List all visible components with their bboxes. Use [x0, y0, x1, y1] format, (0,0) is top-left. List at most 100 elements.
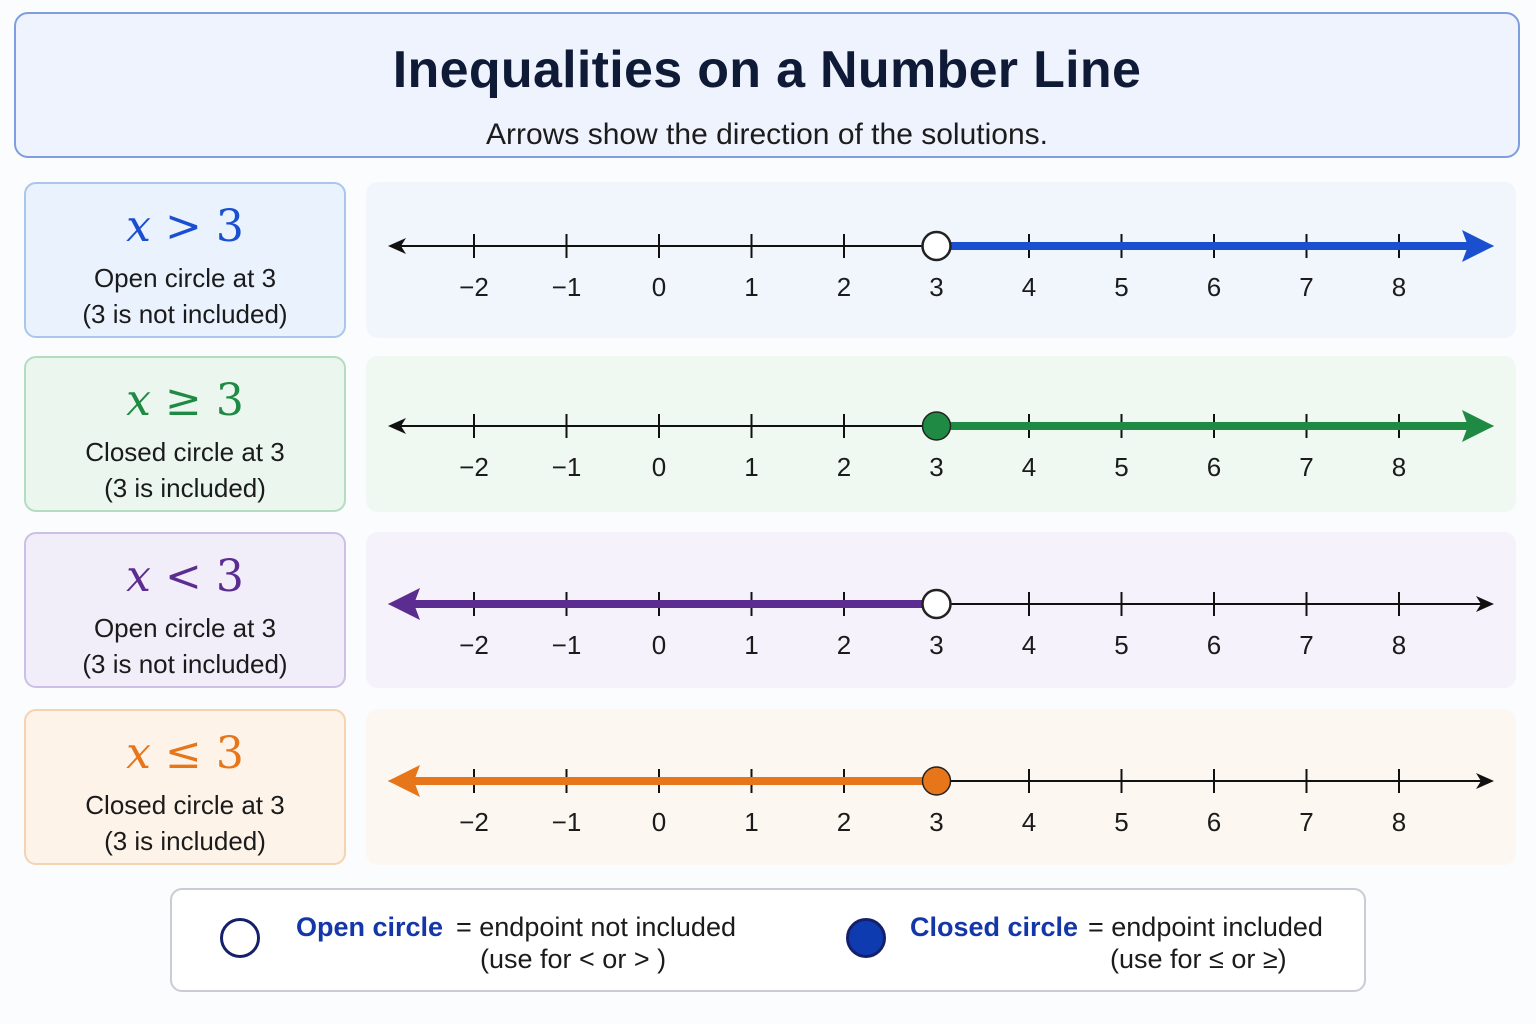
description-line-2: (3 is not included)	[82, 299, 288, 329]
inequality-variable: x	[126, 551, 151, 602]
inequality-value: 3	[215, 551, 244, 602]
number-line: −2 −1 0 1 2 3 4 5 6 7 8	[388, 588, 1494, 660]
inequality-variable: x	[126, 375, 151, 426]
tick-label: −1	[552, 630, 582, 660]
legend-closed-definition: = endpoint included	[1088, 912, 1323, 942]
solution-arrow-right	[1462, 230, 1494, 262]
inequality-variable: x	[126, 201, 151, 252]
tick-label: 5	[1114, 807, 1128, 837]
inequality-expression: x ≤ 3	[26, 729, 344, 779]
inequality-description: Open circle at 3 (3 is not included)	[26, 610, 344, 682]
inequality-expression: x > 3	[26, 202, 344, 252]
tick-label: 6	[1207, 272, 1221, 302]
closed-endpoint-circle	[921, 411, 952, 441]
inequality-value: 3	[215, 201, 244, 252]
inequality-operator: ≤	[164, 728, 202, 779]
tick-label: −2	[459, 272, 489, 302]
solution-arrow-left	[388, 588, 420, 620]
solution-arrow-left	[388, 765, 420, 797]
tick-label: 1	[744, 807, 758, 837]
number-line-panel: −2 −1 0 1 2 3 4 5 6 7 8	[366, 182, 1516, 338]
description-line-1: Closed circle at 3	[85, 437, 285, 467]
tick-label: 0	[652, 452, 666, 482]
tick-label: 5	[1114, 452, 1128, 482]
description-line-2: (3 is included)	[104, 826, 266, 856]
tick-label: 2	[837, 807, 851, 837]
inequality-expression: x < 3	[26, 552, 344, 602]
tick-label: −1	[552, 272, 582, 302]
legend-closed-term: Closed circle	[910, 912, 1079, 942]
open-circle-icon	[220, 918, 260, 958]
tick-label: 4	[1022, 452, 1036, 482]
number-line: −2 −1 0 1 2 3 4 5 6 7 8	[388, 765, 1494, 837]
tick-label: 2	[837, 630, 851, 660]
inequality-description: Open circle at 3 (3 is not included)	[26, 260, 344, 332]
tick-label: 0	[652, 630, 666, 660]
axis-arrow-left	[388, 238, 406, 254]
number-line: −2 −1 0 1 2 3 4 5 6 7 8	[388, 230, 1494, 302]
tick-label: 8	[1392, 630, 1406, 660]
inequality-card: x ≤ 3 Closed circle at 3 (3 is included)	[24, 709, 346, 865]
inequality-variable: x	[126, 728, 151, 779]
legend-closed-usage: (use for ≤ or ≥)	[1110, 944, 1287, 974]
description-line-1: Closed circle at 3	[85, 790, 285, 820]
tick-label: 4	[1022, 272, 1036, 302]
tick-label: −2	[459, 452, 489, 482]
inequality-card: x > 3 Open circle at 3 (3 is not included)	[24, 182, 346, 338]
legend-open-term: Open circle	[296, 912, 444, 942]
tick-label: 0	[652, 272, 666, 302]
inequality-description: Closed circle at 3 (3 is included)	[26, 434, 344, 506]
axis-arrow-right	[1476, 773, 1494, 789]
inequality-description: Closed circle at 3 (3 is included)	[26, 787, 344, 859]
legend-open-definition: = endpoint not included	[456, 912, 736, 942]
description-line-2: (3 is not included)	[82, 649, 288, 679]
open-endpoint-circle	[921, 230, 952, 262]
inequality-operator: >	[164, 201, 202, 252]
inequality-value: 3	[215, 728, 244, 779]
inequality-operator: ≥	[164, 375, 202, 426]
inequality-expression: x ≥ 3	[26, 376, 344, 426]
tick-label: 5	[1114, 630, 1128, 660]
tick-label: 8	[1392, 272, 1406, 302]
inequality-card: x ≥ 3 Closed circle at 3 (3 is included)	[24, 356, 346, 512]
tick-label: 3	[929, 452, 943, 482]
description-line-1: Open circle at 3	[93, 263, 277, 293]
solution-arrow-right	[1462, 410, 1494, 442]
number-line-panel: −2 −1 0 1 2 3 4 5 6 7 8	[366, 709, 1516, 865]
tick-label: 3	[929, 272, 943, 302]
legend-open-usage: (use for < or > )	[480, 944, 667, 974]
tick-label: 8	[1392, 452, 1406, 482]
tick-label: 7	[1299, 452, 1313, 482]
tick-label: −2	[459, 630, 489, 660]
closed-endpoint-circle	[921, 766, 952, 796]
number-line: −2 −1 0 1 2 3 4 5 6 7 8	[388, 410, 1494, 482]
tick-label: 7	[1299, 630, 1313, 660]
axis-arrow-left	[388, 418, 406, 434]
tick-label: 6	[1207, 452, 1221, 482]
tick-label: 5	[1114, 272, 1128, 302]
tick-label: 1	[744, 630, 758, 660]
open-endpoint-circle	[921, 588, 952, 620]
description-line-1: Open circle at 3	[93, 613, 277, 643]
tick-label: 2	[837, 272, 851, 302]
tick-label: 0	[652, 807, 666, 837]
number-line-panel: −2 −1 0 1 2 3 4 5 6 7 8	[366, 356, 1516, 512]
tick-label: 4	[1022, 807, 1036, 837]
title-banner: Inequalities on a Number Line Arrows sho…	[14, 12, 1520, 158]
tick-label: −2	[459, 807, 489, 837]
tick-label: 1	[744, 452, 758, 482]
description-line-2: (3 is included)	[104, 473, 266, 503]
page-subtitle: Arrows show the direction of the solutio…	[486, 118, 1048, 151]
tick-label: −1	[552, 452, 582, 482]
tick-label: 3	[929, 807, 943, 837]
number-line-panel: −2 −1 0 1 2 3 4 5 6 7 8	[366, 532, 1516, 688]
page-title: Inequalities on a Number Line	[392, 41, 1142, 99]
tick-label: 2	[837, 452, 851, 482]
tick-label: 7	[1299, 807, 1313, 837]
tick-label: 7	[1299, 272, 1313, 302]
tick-label: 6	[1207, 630, 1221, 660]
closed-circle-icon	[846, 918, 886, 958]
tick-label: 3	[929, 630, 943, 660]
inequality-card: x < 3 Open circle at 3 (3 is not included)	[24, 532, 346, 688]
tick-label: 4	[1022, 630, 1036, 660]
